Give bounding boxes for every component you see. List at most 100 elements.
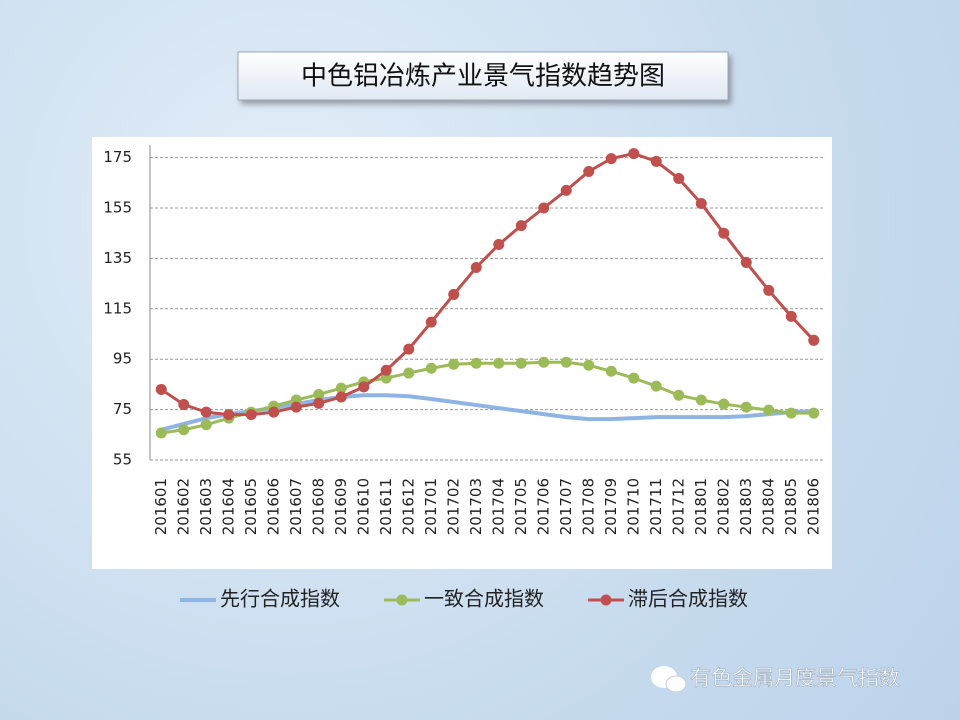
data-point [718,227,730,239]
data-point [515,357,527,369]
legend-label: 先行合成指数 [220,587,340,611]
watermark-text: 有色金属月度景气指数 [690,666,900,690]
data-point [380,372,392,384]
data-point [560,356,572,368]
data-point [223,409,235,421]
x-tick-label: 201702 [444,478,462,535]
x-tick-label: 201601 [152,478,170,535]
data-point [200,406,212,418]
data-point [538,202,550,214]
x-tick-label: 201705 [512,478,530,535]
x-tick-label: 201612 [399,478,417,535]
x-tick-label: 201712 [669,478,687,535]
x-tick-label: 201607 [287,478,305,535]
data-point [763,284,775,296]
data-point [448,288,460,300]
data-point [650,155,662,167]
data-point [358,381,370,393]
data-point [538,356,550,368]
data-point [493,239,505,251]
data-point [268,406,280,418]
title-box [237,51,729,101]
data-point [178,424,190,436]
data-point [425,362,437,374]
data-point [178,399,190,411]
x-tick-label: 201711 [647,478,665,535]
data-point [740,401,752,413]
data-point [718,398,730,410]
data-point [493,357,505,369]
x-tick-label: 201710 [624,478,642,535]
y-tick-label: 75 [113,400,132,418]
x-tick-label: 201708 [579,478,597,535]
data-point [403,367,415,379]
data-point [808,334,820,346]
x-tick-label: 201604 [219,478,237,535]
data-point [448,358,460,370]
data-point [245,409,257,421]
legend-label: 滞后合成指数 [628,587,748,611]
data-point [403,343,415,355]
x-tick-label: 201805 [782,478,800,535]
y-tick-label: 135 [103,249,132,267]
x-tick-label: 201703 [467,478,485,535]
legend-label: 一致合成指数 [424,587,544,611]
data-point [695,394,707,406]
data-point [313,397,325,409]
data-point [425,316,437,328]
x-tick-label: 201610 [354,478,372,535]
x-tick-label: 201803 [737,478,755,535]
data-point [470,357,482,369]
x-tick-label: 201606 [264,478,282,535]
data-point [695,197,707,209]
data-point [155,383,167,395]
x-tick-label: 201804 [759,478,777,535]
data-point [673,389,685,401]
data-point [628,148,640,160]
y-tick-label: 55 [113,451,132,469]
x-tick-label: 201709 [602,478,620,535]
data-point [313,388,325,400]
x-tick-label: 201609 [332,478,350,535]
data-point [335,382,347,394]
y-tick-label: 95 [113,350,132,368]
x-tick-label: 201608 [309,478,327,535]
data-point [155,427,167,439]
y-tick-label: 155 [103,199,132,217]
watermark: 有色金属月度景气指数 [651,666,900,693]
data-point [650,380,662,392]
x-tick-label: 201602 [174,478,192,535]
data-point [740,256,752,268]
x-tick-label: 201611 [377,478,395,535]
data-point [583,359,595,371]
data-point [470,261,482,273]
x-tick-label: 201605 [242,478,260,535]
data-point [583,165,595,177]
data-point [808,407,820,419]
data-point [673,173,685,185]
x-tick-label: 201802 [714,478,732,535]
data-point [290,401,302,413]
data-point [605,365,617,377]
data-point [200,419,212,431]
x-tick-label: 201806 [804,478,822,535]
x-tick-label: 201603 [197,478,215,535]
data-point [785,310,797,322]
legend-marker [396,594,408,606]
x-tick-label: 201801 [692,478,710,535]
x-tick-label: 201704 [489,478,507,535]
data-point [605,153,617,165]
wechat-icon [665,675,687,693]
data-point [785,407,797,419]
y-tick-label: 115 [103,299,132,317]
data-point [380,364,392,376]
data-point [560,184,572,196]
legend-marker [600,594,612,606]
x-tick-label: 201706 [534,478,552,535]
data-point [515,220,527,232]
y-tick-label: 175 [103,148,132,166]
x-tick-label: 201707 [557,478,575,535]
data-point [335,391,347,403]
